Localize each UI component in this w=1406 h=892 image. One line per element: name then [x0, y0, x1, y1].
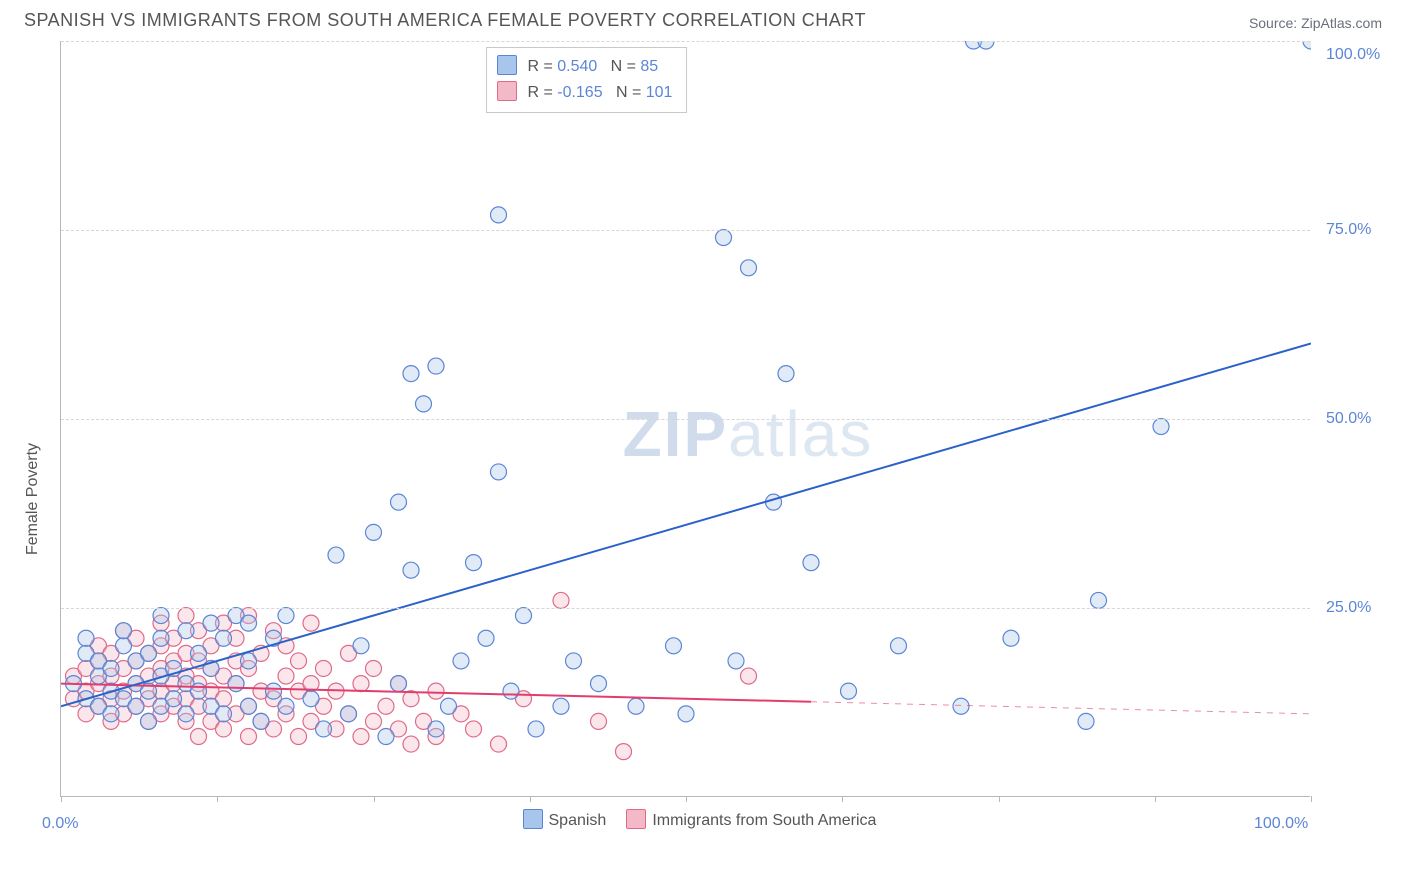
legend-item-immigrants: Immigrants from South America	[626, 809, 876, 830]
legend-swatch	[497, 55, 517, 75]
x-tick	[842, 796, 843, 802]
legend-stats-row-immigrants: R = -0.165 N = 101	[497, 80, 672, 106]
x-tick	[530, 796, 531, 802]
n-value: 85	[640, 58, 658, 75]
x-tick-label: 0.0%	[42, 815, 78, 833]
legend-swatch	[497, 81, 517, 101]
legend-label: Spanish	[549, 812, 607, 829]
gridline	[61, 419, 1310, 420]
y-axis-label: Female Poverty	[24, 443, 42, 555]
source-label: Source: ZipAtlas.com	[1249, 15, 1382, 31]
y-tick-label: 100.0%	[1326, 46, 1380, 64]
legend-stats-box: R = 0.540 N = 85 R = -0.165 N = 101	[486, 47, 687, 113]
r-value: -0.165	[557, 84, 602, 101]
x-tick	[374, 796, 375, 802]
n-value: 101	[646, 84, 673, 101]
n-label: N =	[597, 58, 640, 75]
y-tick-label: 50.0%	[1326, 410, 1371, 428]
plot-area: ZIPatlas R = 0.540 N = 85 R = -0.165 N =…	[60, 41, 1310, 797]
legend-swatch	[626, 809, 646, 829]
legend-bottom: Spanish Immigrants from South America	[523, 809, 877, 830]
r-value: 0.540	[557, 58, 597, 75]
x-tick	[999, 796, 1000, 802]
x-tick	[1311, 796, 1312, 802]
y-tick-label: 75.0%	[1326, 221, 1371, 239]
gridline	[61, 230, 1310, 231]
gridline	[61, 608, 1310, 609]
x-tick-label: 100.0%	[1254, 815, 1308, 833]
chart-container: Female Poverty ZIPatlas R = 0.540 N = 85…	[0, 35, 1406, 855]
y-tick-label: 25.0%	[1326, 599, 1371, 617]
x-tick	[217, 796, 218, 802]
x-tick	[686, 796, 687, 802]
gridline	[61, 41, 1310, 42]
r-label: R =	[523, 58, 557, 75]
legend-stats-row-spanish: R = 0.540 N = 85	[497, 54, 672, 80]
n-label: N =	[603, 84, 646, 101]
legend-item-spanish: Spanish	[523, 809, 607, 830]
r-label: R =	[523, 84, 557, 101]
chart-title: SPANISH VS IMMIGRANTS FROM SOUTH AMERICA…	[24, 10, 866, 31]
x-tick	[1155, 796, 1156, 802]
legend-swatch	[523, 809, 543, 829]
legend-label: Immigrants from South America	[652, 812, 876, 829]
x-tick	[61, 796, 62, 802]
